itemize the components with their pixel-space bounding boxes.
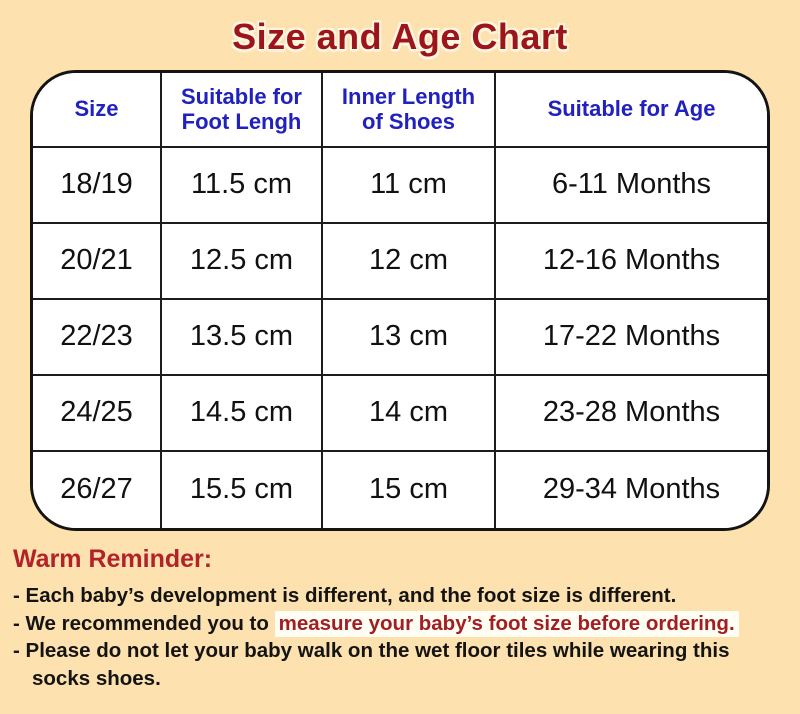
table-cell: 14 cm — [323, 376, 496, 452]
table-cell: 15.5 cm — [162, 452, 323, 528]
size-age-table: Size Suitable for Foot Lengh Inner Lengt… — [30, 70, 770, 531]
reminder-line-wet-floor: - Please do not let your baby walk on th… — [13, 639, 730, 662]
table-cell: 12-16 Months — [496, 224, 767, 300]
reminder-line-development: - Each baby’s development is different, … — [13, 584, 677, 607]
warm-reminder-section: Warm Reminder: - Each baby’s development… — [13, 545, 795, 692]
table-cell: 12.5 cm — [162, 224, 323, 300]
column-header-inner-length: Inner Length of Shoes — [323, 73, 496, 148]
table-cell: 26/27 — [33, 452, 162, 528]
reminder-line-wet-floor-cont: socks shoes. — [32, 666, 161, 690]
table-cell: 17-22 Months — [496, 300, 767, 376]
table-cell: 13.5 cm — [162, 300, 323, 376]
table-cell: 14.5 cm — [162, 376, 323, 452]
table-cell: 15 cm — [323, 452, 496, 528]
page-title: Size and Age Chart — [232, 16, 568, 57]
warm-reminder-heading: Warm Reminder: — [13, 545, 213, 573]
table-cell: 13 cm — [323, 300, 496, 376]
table-cell: 20/21 — [33, 224, 162, 300]
table-cell: 18/19 — [33, 148, 162, 224]
table-cell: 29-34 Months — [496, 452, 767, 528]
column-header-foot-length: Suitable for Foot Lengh — [162, 73, 323, 148]
reminder-measure-highlight: measure your baby’s foot size before ord… — [274, 610, 739, 637]
table-cell: 6-11 Months — [496, 148, 767, 224]
table-cell: 23-28 Months — [496, 376, 767, 452]
table-cell: 11.5 cm — [162, 148, 323, 224]
table-cell: 11 cm — [323, 148, 496, 224]
reminder-measure-prefix: - We recommended you to — [13, 611, 275, 635]
reminder-line-measure: - We recommended you to measure your bab… — [13, 610, 795, 638]
table-cell: 12 cm — [323, 224, 496, 300]
table-cell: 22/23 — [33, 300, 162, 376]
column-header-size: Size — [33, 73, 162, 148]
table-cell: 24/25 — [33, 376, 162, 452]
column-header-age: Suitable for Age — [496, 73, 767, 148]
